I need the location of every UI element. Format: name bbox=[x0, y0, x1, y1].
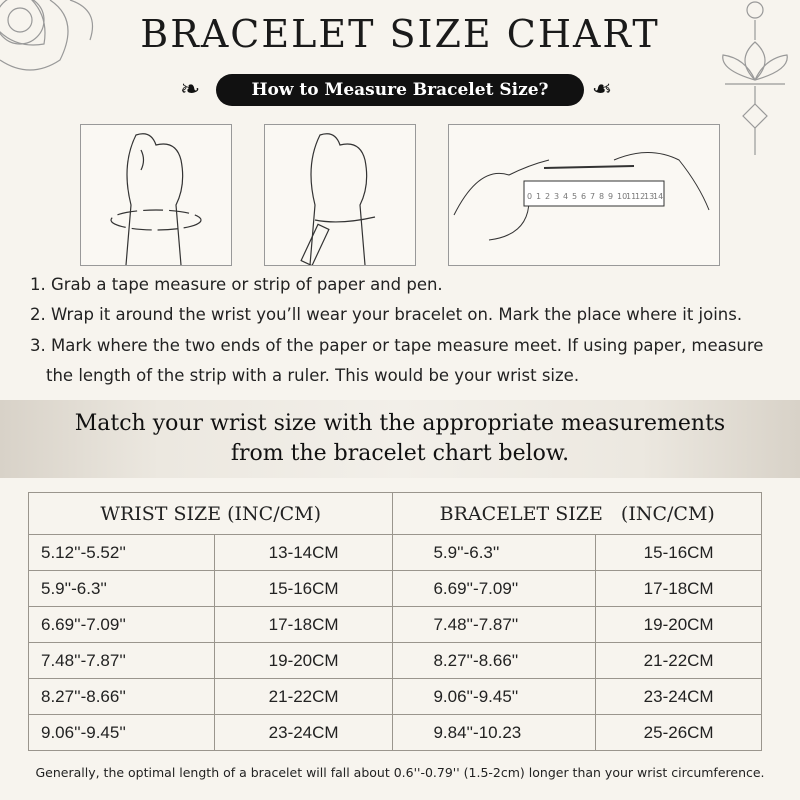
table-cell: 21-22CM bbox=[595, 642, 762, 679]
ruler-number: 9 bbox=[608, 192, 613, 201]
table-row: 6.69''-7.09'' 17-18CM 7.48''-7.87'' 19-20CM bbox=[28, 606, 762, 643]
illustration-mark-tape bbox=[264, 124, 416, 267]
ruler-number: 10 bbox=[617, 192, 627, 201]
footer-note: Generally, the optimal length of a brace… bbox=[35, 765, 765, 780]
ruler-number: 14 bbox=[653, 192, 663, 201]
size-table: WRIST SIZE (INC/CM) BRACELET SIZE (INC/C… bbox=[27, 492, 762, 751]
band-line-2: from the bracelet chart below. bbox=[230, 441, 570, 466]
ruler-number: 13 bbox=[644, 192, 654, 201]
table-row: 5.12''-5.52'' 13-14CM 5.9''-6.3'' 15-16CM bbox=[28, 534, 762, 571]
illustration-wrap-wrist bbox=[80, 124, 232, 266]
ruler-number: 0 bbox=[527, 192, 532, 201]
table-cell: 5.9''-6.3'' bbox=[392, 534, 597, 571]
step-3: 3. Mark where the two ends of the paper … bbox=[30, 336, 764, 355]
table-row: 5.9''-6.3'' 15-16CM 6.69''-7.09'' 17-18CM bbox=[28, 570, 762, 607]
ruler-number: 1 bbox=[536, 192, 541, 201]
table-cell: 9.84''-10.23 bbox=[392, 714, 597, 751]
ruler-number: 12 bbox=[635, 192, 645, 201]
illustration-ruler: 0 1 2 3 4 5 6 7 8 9 10 11 12 13 14 bbox=[448, 124, 720, 266]
table-cell: 7.48''-7.87'' bbox=[28, 642, 215, 679]
lotus-decoration-icon bbox=[722, 1, 788, 155]
table-cell: 15-16CM bbox=[595, 534, 762, 571]
table-cell: 19-20CM bbox=[595, 606, 762, 643]
header-bracelet-size: BRACELET SIZE (INC/CM) bbox=[392, 492, 762, 535]
table-cell: 8.27''-8.66'' bbox=[28, 678, 215, 715]
table-cell: 5.9''-6.3'' bbox=[28, 570, 215, 607]
table-cell: 21-22CM bbox=[213, 678, 394, 715]
ruler-number: 11 bbox=[626, 192, 636, 201]
table-cell: 23-24CM bbox=[213, 714, 394, 751]
ruler-number: 7 bbox=[590, 192, 595, 201]
table-cell: 9.06''-9.45'' bbox=[28, 714, 215, 751]
table-cell: 5.12''-5.52'' bbox=[28, 534, 215, 571]
instruction-band: Match your wrist size with the appropria… bbox=[0, 400, 800, 478]
hand-pen-icon bbox=[300, 133, 376, 267]
flourish-left-icon: ❧ bbox=[180, 75, 201, 103]
ruler-number: 4 bbox=[563, 192, 568, 201]
table-cell: 25-26CM bbox=[595, 714, 762, 751]
table-row: 9.06''-9.45'' 23-24CM 9.84''-10.23 25-26CM bbox=[28, 714, 762, 751]
ruler-number: 8 bbox=[599, 192, 604, 201]
table-cell: 8.27''-8.66'' bbox=[392, 642, 597, 679]
table-cell: 6.69''-7.09'' bbox=[392, 570, 597, 607]
table-cell: 17-18CM bbox=[595, 570, 762, 607]
table-cell: 13-14CM bbox=[213, 534, 394, 571]
hand-tape-icon bbox=[110, 133, 202, 266]
table-cell: 9.06''-9.45'' bbox=[392, 678, 597, 715]
step-1: 1. Grab a tape measure or strip of paper… bbox=[30, 275, 443, 294]
table-cell: 7.48''-7.87'' bbox=[392, 606, 597, 643]
step-3-continued: the length of the strip with a ruler. Th… bbox=[46, 366, 580, 385]
band-line-1: Match your wrist size with the appropria… bbox=[74, 411, 726, 436]
ruler-number: 5 bbox=[572, 192, 577, 201]
ruler-number: 3 bbox=[554, 192, 559, 201]
table-row: 8.27''-8.66'' 21-22CM 9.06''-9.45'' 23-24CM bbox=[28, 678, 762, 715]
step-2: 2. Wrap it around the wrist you’ll wear … bbox=[30, 305, 743, 324]
flourish-right-icon: ❧ bbox=[592, 75, 613, 103]
table-cell: 6.69''-7.09'' bbox=[28, 606, 215, 643]
table-cell: 15-16CM bbox=[213, 570, 394, 607]
table-cell: 23-24CM bbox=[595, 678, 762, 715]
table-cell: 19-20CM bbox=[213, 642, 394, 679]
table-row: 7.48''-7.87'' 19-20CM 8.27''-8.66'' 21-22CM bbox=[28, 642, 762, 679]
table-cell: 17-18CM bbox=[213, 606, 394, 643]
header-wrist-size: WRIST SIZE (INC/CM) bbox=[27, 492, 394, 535]
subtitle-banner: How to Measure Bracelet Size? bbox=[216, 74, 584, 106]
page-title: BRACELET SIZE CHART bbox=[140, 12, 660, 56]
ruler-number: 6 bbox=[581, 192, 586, 201]
ruler-number: 2 bbox=[545, 192, 550, 201]
mandala-decoration-icon bbox=[0, 0, 94, 71]
